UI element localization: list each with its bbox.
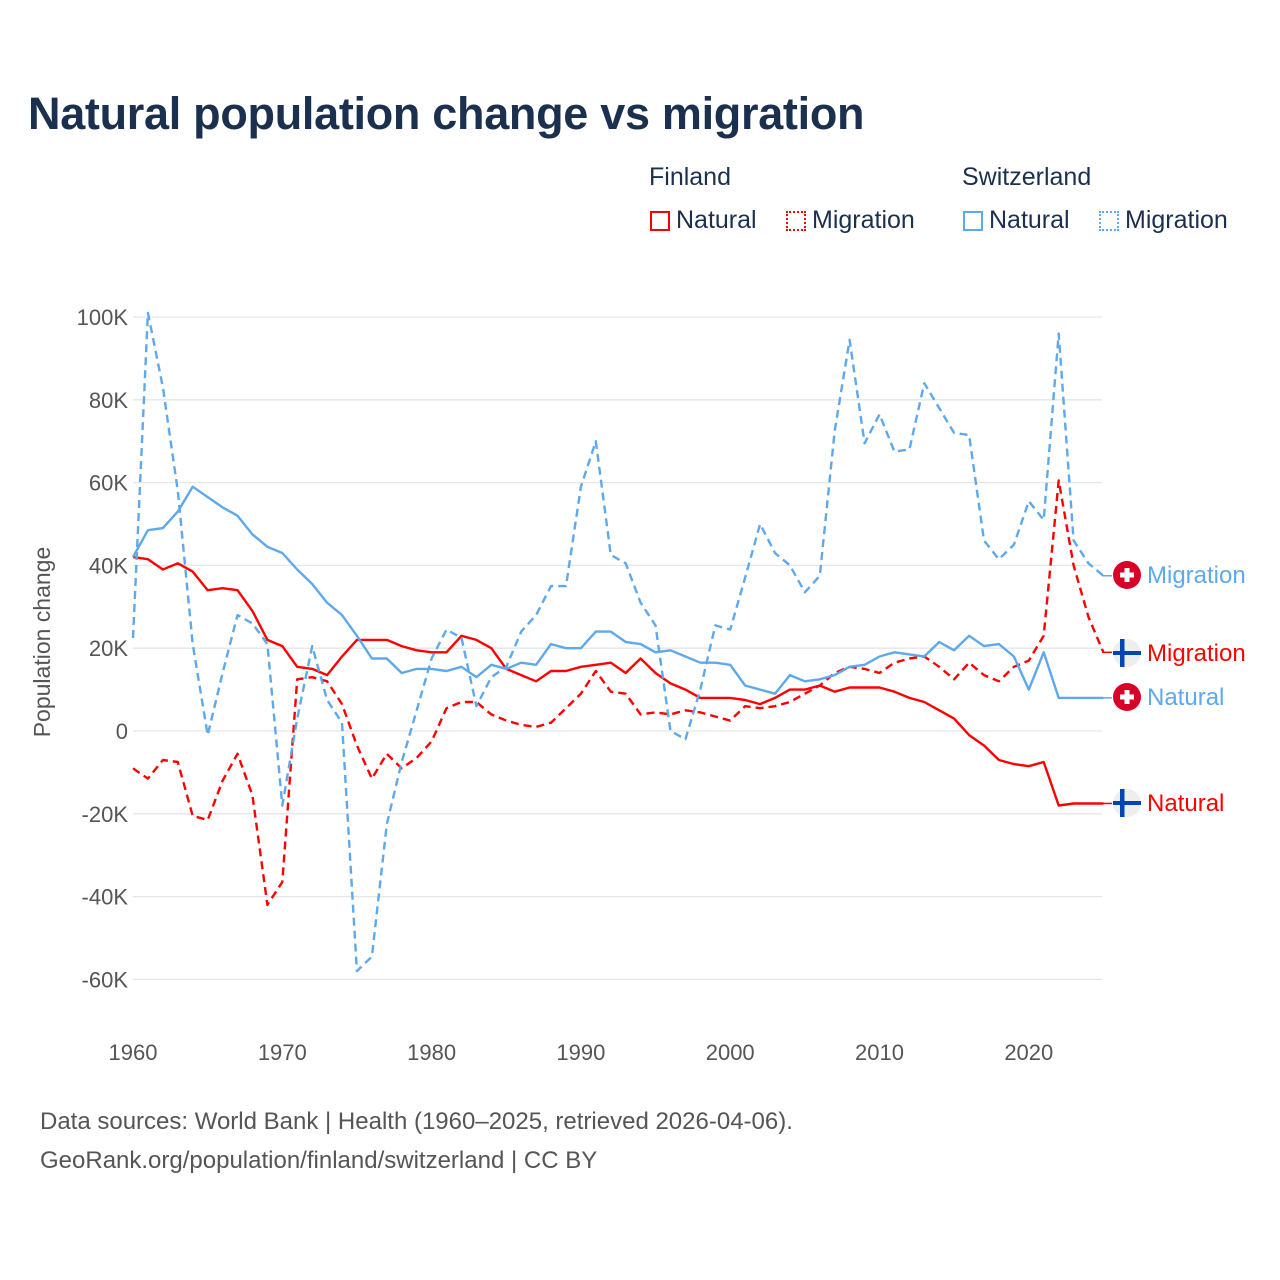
legend-group-switzerland: Switzerland [962, 163, 1092, 191]
chart-title: Natural population change vs migration [28, 88, 865, 139]
end-label: Natural [1147, 790, 1224, 817]
y-tick-label: 80K [89, 388, 128, 413]
x-tick-label: 1960 [109, 1040, 158, 1065]
flag-switzerland-icon [1113, 683, 1141, 711]
end-label: Natural [1147, 684, 1224, 711]
y-tick-label: 0 [116, 719, 128, 744]
y-tick-label: -20K [82, 802, 129, 827]
x-tick-label: 1990 [556, 1040, 605, 1065]
x-tick-label: 1970 [258, 1040, 307, 1065]
x-tick-label: 2010 [855, 1040, 904, 1065]
legend-label: Migration [1125, 206, 1228, 234]
x-tick-label: 2000 [706, 1040, 755, 1065]
legend-label: Natural [989, 206, 1070, 234]
legend-finland-migration[interactable]: Migration [786, 206, 915, 235]
x-tick-label: 2020 [1004, 1040, 1053, 1065]
solid-swatch-icon [650, 210, 670, 231]
series-line-finland-migration[interactable] [132, 479, 1105, 907]
y-tick-label: -40K [82, 885, 129, 910]
series-line-switzerland-natural[interactable] [131, 485, 1104, 700]
flag-finland-icon [1113, 639, 1141, 667]
series-line-switzerland-migration[interactable] [131, 311, 1105, 973]
legend-label: Migration [812, 206, 915, 234]
solid-swatch-icon [963, 210, 983, 231]
end-label: Migration [1147, 562, 1246, 589]
dotted-swatch-icon [1099, 210, 1119, 231]
y-tick-label: -60K [82, 967, 129, 992]
y-axis-label: Population change [29, 547, 55, 738]
footer-url[interactable]: GeoRank.org/population/finland/switzerla… [40, 1147, 598, 1174]
y-tick-label: 40K [89, 553, 128, 578]
legend-label: Natural [676, 206, 757, 234]
legend-switzerland-migration[interactable]: Migration [1099, 206, 1228, 235]
series-line-finland-natural[interactable] [132, 555, 1104, 807]
end-label: Migration [1147, 640, 1246, 667]
flag-finland-icon [1113, 789, 1141, 817]
flag-switzerland-icon [1113, 561, 1141, 589]
legend-group-finland: Finland [649, 163, 731, 191]
legend-switzerland-natural[interactable]: Natural [963, 206, 1070, 235]
footer-source: Data sources: World Bank | Health (1960–… [40, 1108, 793, 1135]
dotted-swatch-icon [786, 210, 806, 231]
y-tick-label: 60K [89, 471, 128, 496]
y-tick-label: 20K [89, 636, 128, 661]
legend-finland-natural[interactable]: Natural [650, 206, 757, 235]
y-tick-label: 100K [77, 305, 129, 330]
x-tick-label: 1980 [407, 1040, 456, 1065]
